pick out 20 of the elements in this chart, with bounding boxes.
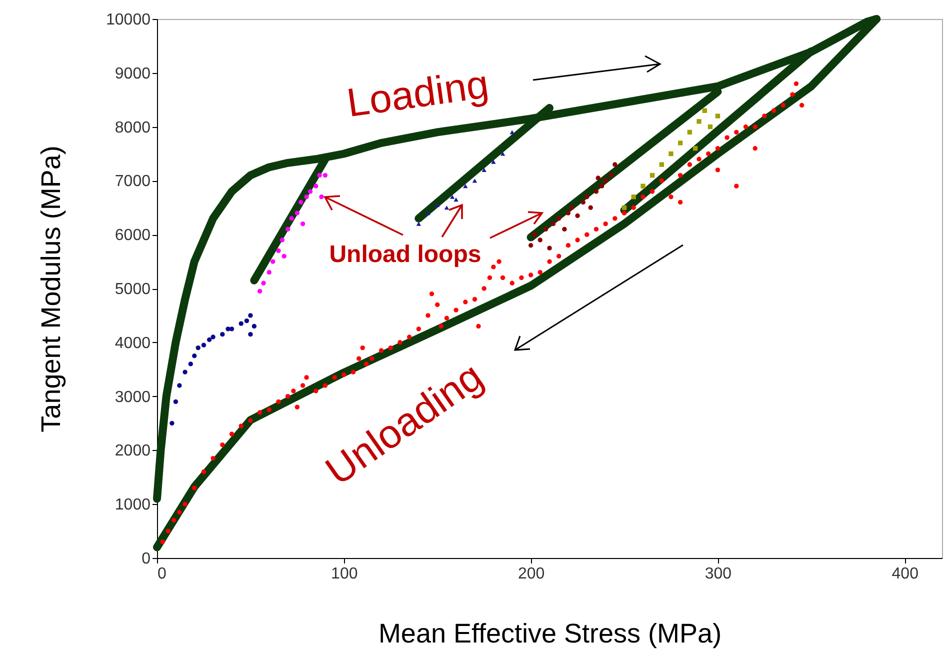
- y-tick-label: 0: [142, 550, 151, 568]
- x-tick-label: 100: [331, 566, 358, 582]
- x-tick-label: 400: [892, 566, 919, 582]
- x-axis-title: Mean Effective Stress (MPa): [378, 618, 722, 648]
- annotation: Loading: [344, 62, 492, 126]
- y-tick-label: 6000: [114, 227, 151, 244]
- annotation: Unload loops: [329, 240, 482, 268]
- y-tick-label: 10000: [106, 12, 151, 28]
- y-tick-label: 2000: [114, 442, 151, 460]
- x-tick-label: 300: [704, 566, 732, 582]
- y-tick-label: 1000: [114, 496, 151, 514]
- x-tick-label: 0: [158, 566, 166, 582]
- y-tick-label: 7000: [114, 173, 151, 190]
- x-tick-label: 200: [518, 566, 545, 582]
- y-tick-label: 5000: [114, 281, 151, 298]
- y-tick-label: 9000: [114, 65, 151, 82]
- y-tick-label: 4000: [114, 334, 151, 352]
- y-tick-label: 8000: [114, 119, 151, 136]
- y-axis-title: Tangent Modulus (MPa): [36, 146, 66, 432]
- y-tick-label: 3000: [114, 388, 151, 406]
